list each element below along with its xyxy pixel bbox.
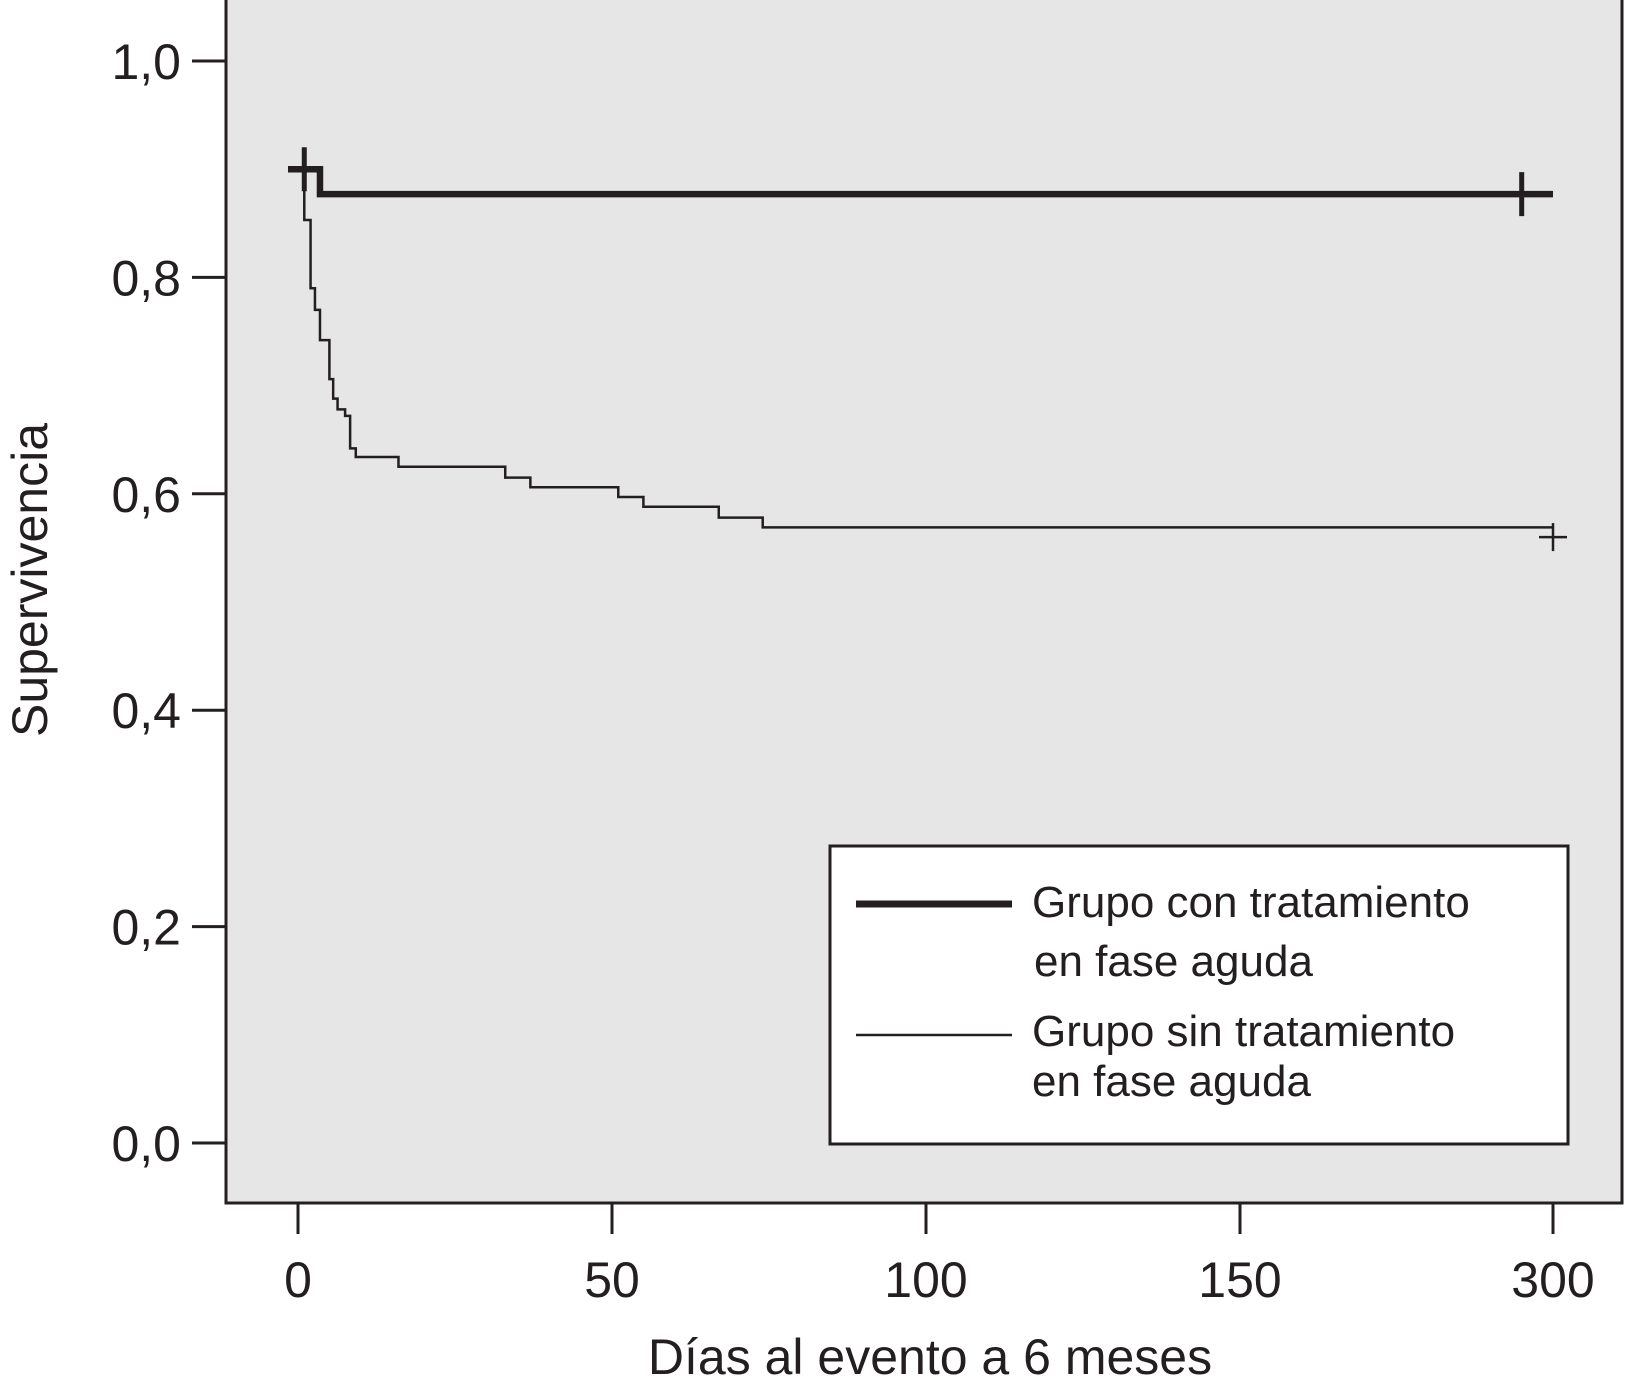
y-tick-label: 1,0 (111, 34, 181, 90)
x-tick-label: 0 (284, 1252, 312, 1308)
x-tick-label: 50 (584, 1252, 640, 1308)
x-tick-label: 300 (1511, 1252, 1594, 1308)
y-tick-label: 0,2 (111, 900, 181, 956)
y-tick-label: 0,0 (111, 1116, 181, 1172)
legend: Grupo con tratamiento en fase aguda Grup… (828, 844, 1570, 1146)
x-axis-title: Días al evento a 6 meses (648, 1329, 1212, 1385)
y-tick-label: 0,4 (111, 683, 181, 739)
y-tick-label: 0,8 (111, 250, 181, 306)
x-axis: 0 50 100 150 300 (284, 1203, 1595, 1308)
x-tick-label: 100 (884, 1252, 967, 1308)
legend-label-untreated-line1: Grupo sin tratamiento (1032, 1007, 1455, 1056)
y-axis: 1,0 0,8 0,6 0,4 0,2 0,0 (111, 34, 226, 1172)
legend-label-treated-line1: Grupo con tratamiento (1032, 878, 1470, 927)
x-tick-label: 150 (1198, 1252, 1281, 1308)
y-axis-title: Supervivencia (2, 423, 58, 737)
series-line-2 (298, 167, 1553, 529)
legend-label-treated-line2: en fase aguda (1034, 937, 1313, 986)
series-layer (288, 147, 1567, 552)
legend-box (828, 844, 1570, 1146)
y-tick-label: 0,6 (111, 467, 181, 523)
legend-label-untreated-line2: en fase aguda (1032, 1057, 1311, 1106)
